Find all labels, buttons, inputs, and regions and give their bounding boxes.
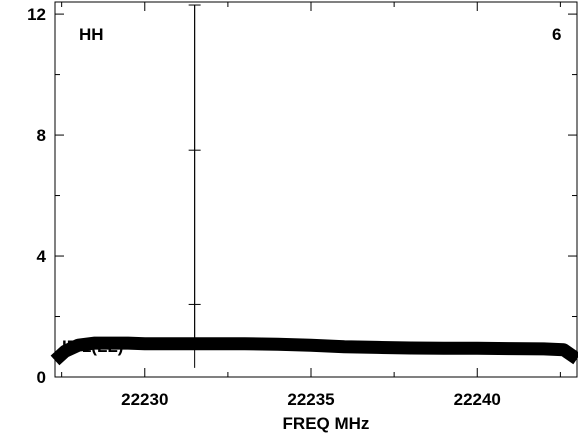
series-layer xyxy=(50,5,578,366)
x-tick-label: 22230 xyxy=(121,390,168,409)
corner-label-top-left: HH xyxy=(79,25,104,44)
y-tick-label: 0 xyxy=(37,368,46,387)
plot-frame xyxy=(54,1,578,378)
corner-label-top-right: 6 xyxy=(552,25,561,44)
x-tick-label: 22240 xyxy=(454,390,501,409)
series-line xyxy=(50,336,578,366)
y-tick-label: 4 xyxy=(37,247,47,266)
x-axis-title: FREQ MHz xyxy=(283,414,370,433)
x-axis-ticks: 22230 22235 22240 xyxy=(61,2,561,409)
x-tick-label: 22235 xyxy=(287,390,334,409)
y-tick-label: 8 xyxy=(37,126,46,145)
spike-error-bar xyxy=(188,4,201,368)
y-tick-label: 12 xyxy=(27,5,46,24)
corner-label-bottom-left: IF 1(LL) xyxy=(62,337,123,356)
y-axis-ticks: 0 4 8 12 xyxy=(27,5,577,387)
